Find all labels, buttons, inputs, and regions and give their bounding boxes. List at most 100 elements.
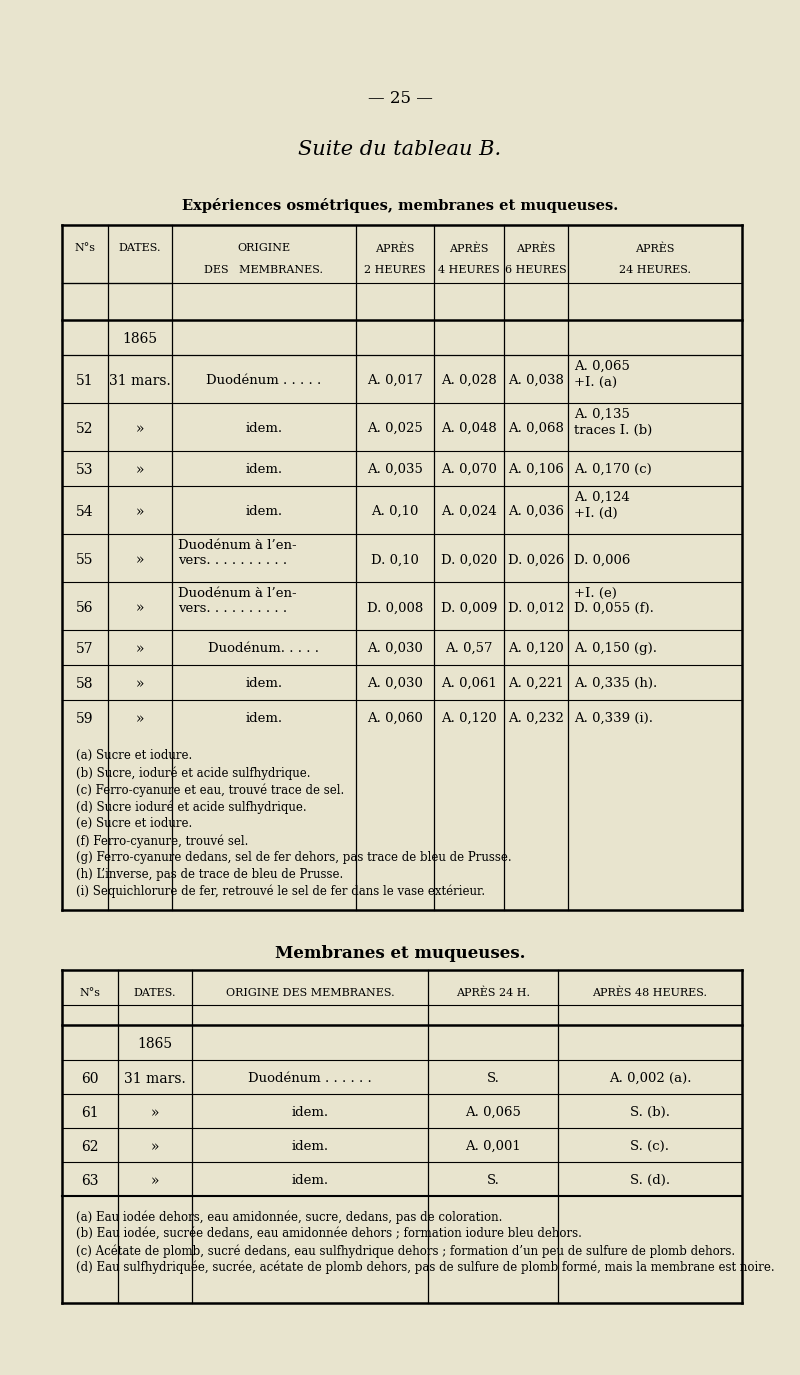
Text: 1865: 1865 xyxy=(138,1037,173,1050)
Text: »: » xyxy=(136,505,144,518)
Text: »: » xyxy=(136,553,144,566)
Text: idem.: idem. xyxy=(291,1140,329,1154)
Text: (d) Sucre ioduré et acide sulfhydrique.: (d) Sucre ioduré et acide sulfhydrique. xyxy=(76,800,306,814)
Text: D. 0,008: D. 0,008 xyxy=(367,602,423,615)
Text: (b) Sucre, ioduré et acide sulfhydrique.: (b) Sucre, ioduré et acide sulfhydrique. xyxy=(76,766,310,780)
Text: D. 0,026: D. 0,026 xyxy=(508,554,564,566)
Text: — 25 —: — 25 — xyxy=(367,89,433,107)
Text: »: » xyxy=(136,712,144,726)
Text: A. 0,221: A. 0,221 xyxy=(508,676,564,690)
Text: A. 0,106: A. 0,106 xyxy=(508,463,564,476)
Text: Duodénum . . . . . .: Duodénum . . . . . . xyxy=(248,1072,372,1085)
Text: Duodénum . . . . .: Duodénum . . . . . xyxy=(206,374,322,386)
Text: D. 0,020: D. 0,020 xyxy=(441,554,497,566)
Text: A. 0,025: A. 0,025 xyxy=(367,422,423,434)
Text: S.: S. xyxy=(486,1174,499,1187)
Text: 54: 54 xyxy=(76,505,94,518)
Text: »: » xyxy=(150,1140,159,1154)
Text: A. 0,339 (i).: A. 0,339 (i). xyxy=(574,712,653,725)
Text: APRÈS 48 HEURES.: APRÈS 48 HEURES. xyxy=(593,989,707,998)
Text: idem.: idem. xyxy=(246,505,282,518)
Text: DATES.: DATES. xyxy=(134,989,176,998)
Text: vers. . . . . . . . . .: vers. . . . . . . . . . xyxy=(178,602,287,615)
Text: +I. (a): +I. (a) xyxy=(574,375,617,389)
Text: S. (b).: S. (b). xyxy=(630,1106,670,1119)
Text: S. (d).: S. (d). xyxy=(630,1174,670,1187)
Text: (d) Eau sulfhydriquée, sucrée, acétate de plomb dehors, pas de sulfure de plomb : (d) Eau sulfhydriquée, sucrée, acétate d… xyxy=(76,1261,774,1275)
Text: N°s: N°s xyxy=(74,243,95,253)
Text: Expériences osmétriques, membranes et muqueuses.: Expériences osmétriques, membranes et mu… xyxy=(182,198,618,213)
Text: D. 0,009: D. 0,009 xyxy=(441,602,497,615)
Text: Duodénum à l’en-: Duodénum à l’en- xyxy=(178,587,297,600)
Text: A. 0,030: A. 0,030 xyxy=(367,642,423,654)
Text: 31 mars.: 31 mars. xyxy=(124,1072,186,1086)
Text: 62: 62 xyxy=(82,1140,98,1154)
Text: 60: 60 xyxy=(82,1072,98,1086)
Text: idem.: idem. xyxy=(246,676,282,690)
Text: A. 0,002 (a).: A. 0,002 (a). xyxy=(609,1072,691,1085)
Text: +I. (e): +I. (e) xyxy=(574,587,617,600)
Text: »: » xyxy=(136,463,144,477)
Text: Suite du tableau B.: Suite du tableau B. xyxy=(298,140,502,160)
Text: idem.: idem. xyxy=(291,1106,329,1119)
Text: ORIGINE DES MEMBRANES.: ORIGINE DES MEMBRANES. xyxy=(226,989,394,998)
Text: (i) Sequichlorure de fer, retrouvé le sel de fer dans le vase extérieur.: (i) Sequichlorure de fer, retrouvé le se… xyxy=(76,886,485,898)
Text: 63: 63 xyxy=(82,1174,98,1188)
Text: A. 0,061: A. 0,061 xyxy=(441,676,497,690)
Text: A. 0,038: A. 0,038 xyxy=(508,374,564,386)
Text: A. 0,028: A. 0,028 xyxy=(441,374,497,386)
Text: A. 0,120: A. 0,120 xyxy=(441,712,497,725)
Text: 58: 58 xyxy=(76,676,94,692)
Text: A. 0,10: A. 0,10 xyxy=(371,505,418,518)
Text: A. 0,024: A. 0,024 xyxy=(441,505,497,518)
Text: A. 0,065: A. 0,065 xyxy=(465,1106,521,1119)
Text: (g) Ferro-cyanure dedans, sel de fer dehors, pas trace de bleu de Prusse.: (g) Ferro-cyanure dedans, sel de fer deh… xyxy=(76,851,512,864)
Text: (f) Ferro-cyanure, trouvé sel.: (f) Ferro-cyanure, trouvé sel. xyxy=(76,835,248,847)
Text: A. 0,135: A. 0,135 xyxy=(574,408,630,421)
Text: A. 0,124: A. 0,124 xyxy=(574,491,630,505)
Text: D. 0,10: D. 0,10 xyxy=(371,554,419,566)
Text: A. 0,060: A. 0,060 xyxy=(367,712,423,725)
Text: APRÈS: APRÈS xyxy=(450,243,489,253)
Text: idem.: idem. xyxy=(291,1174,329,1187)
Text: APRÈS: APRÈS xyxy=(516,243,556,253)
Text: A. 0,048: A. 0,048 xyxy=(441,422,497,434)
Text: »: » xyxy=(136,422,144,436)
Text: 57: 57 xyxy=(76,642,94,656)
Text: A. 0,170 (c): A. 0,170 (c) xyxy=(574,463,652,476)
Text: (c) Acétate de plomb, sucré dedans, eau sulfhydrique dehors ; formation d’un peu: (c) Acétate de plomb, sucré dedans, eau … xyxy=(76,1244,735,1258)
Text: S. (c).: S. (c). xyxy=(630,1140,670,1154)
Text: ORIGINE: ORIGINE xyxy=(238,243,290,253)
Text: (a) Eau iodée dehors, eau amidonnée, sucre, dedans, pas de coloration.: (a) Eau iodée dehors, eau amidonnée, suc… xyxy=(76,1210,502,1224)
Text: 55: 55 xyxy=(76,553,94,566)
Text: APRÈS 24 H.: APRÈS 24 H. xyxy=(456,989,530,998)
Text: idem.: idem. xyxy=(246,712,282,725)
Text: (b) Eau iodée, sucrée dedans, eau amidonnée dehors ; formation iodure bleu dehor: (b) Eau iodée, sucrée dedans, eau amidon… xyxy=(76,1226,582,1240)
Text: A. 0,150 (g).: A. 0,150 (g). xyxy=(574,642,657,654)
Text: A. 0,030: A. 0,030 xyxy=(367,676,423,690)
Text: APRÈS: APRÈS xyxy=(635,243,674,253)
Text: A. 0,068: A. 0,068 xyxy=(508,422,564,434)
Text: D. 0,055 (f).: D. 0,055 (f). xyxy=(574,602,654,615)
Text: 1865: 1865 xyxy=(122,331,158,346)
Text: 56: 56 xyxy=(76,601,94,615)
Text: DATES.: DATES. xyxy=(118,243,162,253)
Text: APRÈS: APRÈS xyxy=(375,243,414,253)
Text: Membranes et muqueuses.: Membranes et muqueuses. xyxy=(274,945,526,962)
Text: 52: 52 xyxy=(76,422,94,436)
Text: Duodénum à l’en-: Duodénum à l’en- xyxy=(178,539,297,551)
Text: (e) Sucre et iodure.: (e) Sucre et iodure. xyxy=(76,817,192,830)
Text: 2 HEURES: 2 HEURES xyxy=(364,265,426,275)
Text: »: » xyxy=(150,1174,159,1188)
Text: 61: 61 xyxy=(81,1106,99,1121)
Text: 31 mars.: 31 mars. xyxy=(109,374,171,388)
Text: A. 0,232: A. 0,232 xyxy=(508,712,564,725)
Text: 51: 51 xyxy=(76,374,94,388)
Text: A. 0,001: A. 0,001 xyxy=(465,1140,521,1154)
Text: A. 0,017: A. 0,017 xyxy=(367,374,423,386)
Text: D. 0,012: D. 0,012 xyxy=(508,602,564,615)
Text: +I. (d): +I. (d) xyxy=(574,507,618,520)
Text: S.: S. xyxy=(486,1072,499,1085)
Text: »: » xyxy=(150,1106,159,1121)
Text: A. 0,036: A. 0,036 xyxy=(508,505,564,518)
